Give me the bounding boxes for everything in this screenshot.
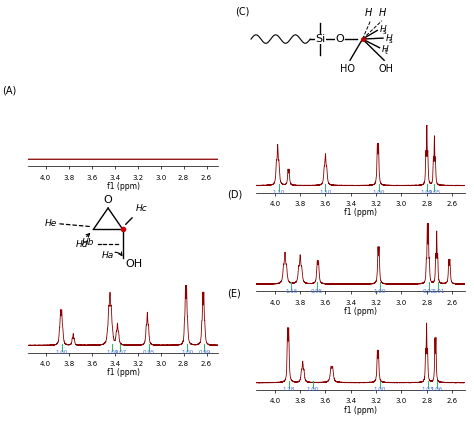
Text: O: O bbox=[336, 34, 344, 44]
Text: H: H bbox=[382, 45, 389, 53]
X-axis label: f1 (ppm): f1 (ppm) bbox=[344, 307, 377, 316]
Text: 1.00: 1.00 bbox=[55, 350, 68, 355]
Text: Ha: Ha bbox=[101, 251, 114, 260]
Text: O: O bbox=[104, 194, 112, 205]
Text: 1.01: 1.01 bbox=[432, 289, 444, 293]
Text: OH: OH bbox=[379, 64, 394, 74]
Text: 1.09: 1.09 bbox=[106, 350, 118, 355]
X-axis label: f1 (ppm): f1 (ppm) bbox=[344, 406, 377, 414]
Text: 1.06: 1.06 bbox=[430, 387, 443, 392]
Text: t: t bbox=[385, 49, 388, 55]
Text: 0.95: 0.95 bbox=[143, 350, 155, 355]
Text: 0.95: 0.95 bbox=[310, 289, 323, 293]
Text: 1.10: 1.10 bbox=[273, 190, 285, 195]
Text: H: H bbox=[385, 34, 392, 42]
Text: 1.07: 1.07 bbox=[114, 350, 127, 355]
Text: (E): (E) bbox=[227, 288, 240, 298]
Text: Hb: Hb bbox=[82, 238, 94, 247]
X-axis label: f1 (ppm): f1 (ppm) bbox=[107, 182, 140, 191]
Text: s: s bbox=[388, 38, 392, 44]
Text: 1.16: 1.16 bbox=[285, 289, 298, 293]
Text: 1.00: 1.00 bbox=[374, 289, 386, 293]
Text: 1.00: 1.00 bbox=[307, 387, 319, 392]
Text: (C): (C) bbox=[235, 6, 249, 16]
X-axis label: f1 (ppm): f1 (ppm) bbox=[344, 208, 377, 217]
Text: 1.05: 1.05 bbox=[428, 190, 440, 195]
Text: (D): (D) bbox=[227, 190, 242, 200]
Text: 1.28: 1.28 bbox=[283, 387, 295, 392]
Text: 0.92: 0.92 bbox=[423, 289, 435, 293]
Text: He: He bbox=[45, 219, 57, 228]
Text: (A): (A) bbox=[2, 85, 16, 95]
Text: 1.09: 1.09 bbox=[420, 190, 433, 195]
Text: H: H bbox=[380, 25, 386, 34]
Text: s: s bbox=[383, 29, 386, 35]
X-axis label: f1 (ppm): f1 (ppm) bbox=[107, 368, 140, 377]
Text: HO: HO bbox=[340, 64, 355, 74]
Text: OH: OH bbox=[126, 259, 143, 269]
Text: 1.00: 1.00 bbox=[374, 387, 386, 392]
Text: 1.03: 1.03 bbox=[422, 387, 434, 392]
Text: 0.99: 0.99 bbox=[198, 350, 210, 355]
Text: H: H bbox=[379, 8, 386, 18]
Text: Hd: Hd bbox=[76, 240, 88, 249]
Text: H: H bbox=[365, 8, 373, 18]
Text: 1.00: 1.00 bbox=[373, 190, 385, 195]
Text: Hc: Hc bbox=[136, 205, 148, 213]
Text: 1.10: 1.10 bbox=[319, 190, 332, 195]
Text: Si: Si bbox=[315, 34, 326, 44]
Text: 1.00: 1.00 bbox=[181, 350, 193, 355]
